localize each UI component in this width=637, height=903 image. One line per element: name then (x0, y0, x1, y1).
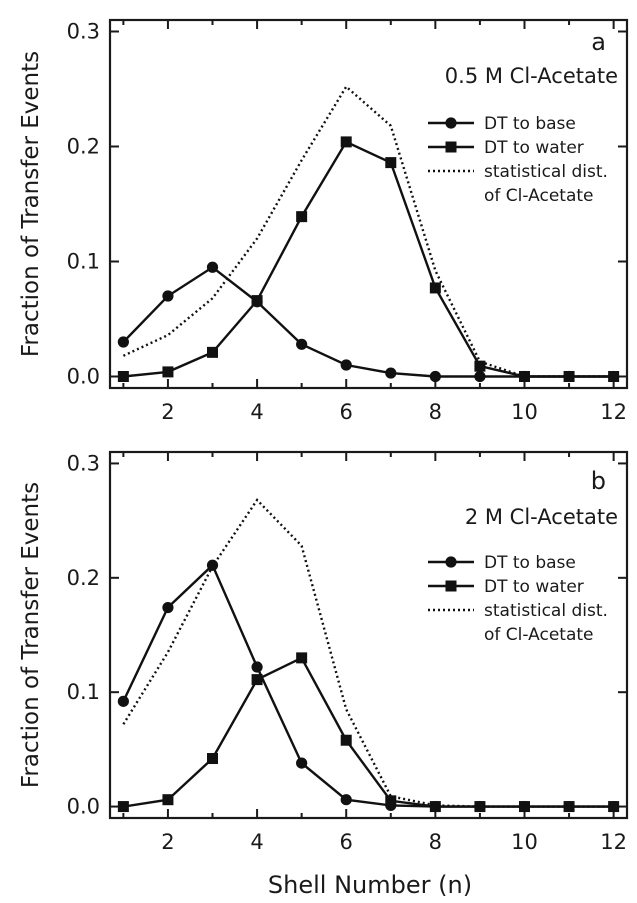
data-point (206, 559, 219, 571)
y-tick-label: 0.3 (67, 451, 100, 475)
data-point (608, 371, 620, 382)
data-point (385, 367, 397, 379)
y-tick-label: 0.0 (67, 795, 100, 819)
legend-label: DT to base (484, 114, 576, 134)
y-tick-label: 0.3 (67, 20, 100, 44)
x-tick-label: 2 (161, 830, 174, 854)
data-point (608, 801, 620, 813)
plot-frame-b (108, 450, 629, 820)
y-tick-label: 0.0 (67, 365, 100, 389)
x-tick-label: 10 (511, 830, 538, 854)
data-point (474, 360, 486, 372)
data-point (251, 661, 263, 673)
x-tick-label: 2 (161, 400, 174, 424)
data-point (296, 757, 308, 769)
x-tick-label: 8 (429, 830, 442, 854)
x-tick-label: 10 (511, 400, 538, 424)
plot-frame-a (108, 18, 629, 390)
data-point (207, 753, 219, 765)
data-point (429, 801, 441, 813)
data-point (385, 157, 397, 169)
series-line-2 (123, 656, 614, 808)
data-point (385, 795, 397, 807)
x-tick-label: 8 (429, 400, 442, 424)
data-point (117, 336, 129, 348)
legend-label: DT to base (484, 553, 576, 573)
data-point (162, 366, 174, 378)
legend-marker (445, 117, 457, 129)
data-point (117, 695, 129, 707)
y-tick-label: 0.2 (67, 135, 100, 159)
data-point (296, 338, 308, 350)
x-tick-label: 12 (600, 400, 627, 424)
panel-title: 0.5 M Cl-Acetate (445, 64, 618, 88)
legend-marker (445, 580, 457, 592)
x-tick-label: 6 (340, 400, 353, 424)
legend-label: DT to water (484, 138, 584, 158)
data-point (296, 211, 308, 223)
data-point (207, 346, 219, 358)
x-tick-label: 6 (340, 830, 353, 854)
data-point (117, 801, 129, 813)
legend-marker (445, 141, 457, 153)
panel-letter: a (591, 28, 606, 56)
x-tick-label: 4 (250, 830, 263, 854)
data-point (429, 282, 441, 294)
data-point (474, 370, 486, 383)
data-point (296, 652, 308, 664)
series-line-3 (122, 498, 614, 808)
data-point (117, 371, 129, 382)
legend-label: statistical dist. (484, 601, 608, 621)
y-axis-label: Fraction of Transfer Events (18, 51, 44, 357)
legend-label: of Cl-Acetate (484, 625, 594, 645)
data-point (518, 801, 530, 813)
panel-letter: b (591, 467, 606, 495)
panel-title: 2 M Cl-Acetate (465, 505, 618, 529)
x-tick-label: 12 (600, 830, 627, 854)
data-point (340, 136, 352, 148)
x-tick-label: 4 (250, 400, 263, 424)
x-axis-label: Shell Number (n) (268, 871, 472, 899)
data-point (340, 794, 352, 806)
legend-label: DT to water (484, 577, 584, 597)
legend-marker (445, 556, 457, 568)
series-line-2 (123, 140, 614, 378)
y-tick-label: 0.1 (67, 680, 100, 704)
legend-label: statistical dist. (484, 162, 608, 182)
data-point (162, 794, 174, 806)
data-point (251, 674, 263, 686)
data-point (474, 801, 486, 813)
data-point (162, 290, 174, 302)
data-point (206, 261, 219, 273)
y-axis-label: Fraction of Transfer Events (18, 482, 44, 788)
y-tick-label: 0.2 (67, 566, 100, 590)
legend-label: of Cl-Acetate (484, 186, 594, 206)
data-point (251, 295, 263, 307)
data-point (162, 601, 174, 614)
data-point (340, 734, 352, 746)
data-point (429, 370, 441, 383)
data-point (340, 359, 352, 371)
y-tick-label: 0.1 (67, 250, 100, 274)
